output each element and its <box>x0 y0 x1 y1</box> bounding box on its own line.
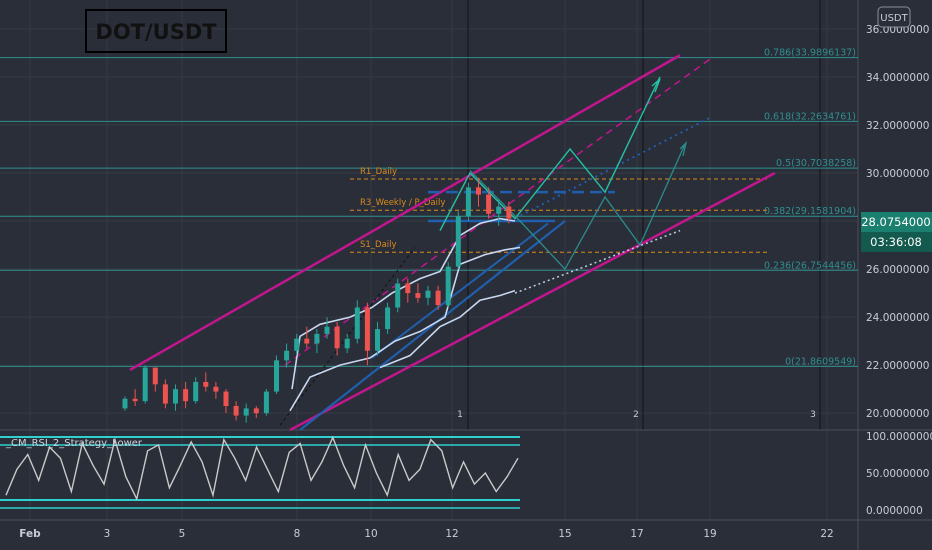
candle-body <box>142 367 148 402</box>
candle-body <box>183 389 189 402</box>
moving-average-line <box>289 246 521 412</box>
fib-level-label: 0(21.8609549) <box>785 356 856 367</box>
sr-level-label: S1_Daily <box>360 240 397 250</box>
candle-body <box>415 293 421 298</box>
price-tick-label: 34.0000000 <box>866 72 929 84</box>
candle-body <box>334 326 340 349</box>
rsi-tick-label: 100.0000000 <box>866 431 932 443</box>
candle-body <box>364 307 370 351</box>
price-tick-label: 24.0000000 <box>866 312 929 324</box>
time-tick-label: 3 <box>104 528 111 540</box>
trendline-secondary <box>371 222 549 359</box>
candle-body <box>375 329 380 351</box>
candle-body <box>152 367 158 385</box>
candle-body <box>465 187 471 217</box>
fib-level-label: 0.5(30.7038258) <box>776 158 856 169</box>
candle-body <box>496 206 502 214</box>
fib-level-label: 0.236(26.7544456) <box>764 260 856 271</box>
sr-level-label: R1_Daily <box>360 167 397 177</box>
channel-lower-line <box>289 171 776 432</box>
currency-label: USDT <box>880 13 908 24</box>
candle-body <box>385 307 391 330</box>
channel-upper-line <box>129 54 681 372</box>
candle-body <box>344 338 350 349</box>
candle-body <box>193 381 199 402</box>
candle-body <box>233 405 239 416</box>
session-marker-label: 1 <box>457 410 463 420</box>
time-tick-label: Feb <box>19 528 41 540</box>
candle-body <box>435 290 441 306</box>
candle-body <box>425 290 431 298</box>
price-tick-label: 32.0000000 <box>866 120 929 132</box>
time-tick-label: 15 <box>558 528 571 540</box>
sr-level-label: R3_Weekly / P_Daily <box>360 198 445 208</box>
support-resistance-levels: R1_Daily R3_Weekly / P_Daily S1_Daily <box>350 167 770 253</box>
time-tick-label: 19 <box>703 528 716 540</box>
price-tick-label: 22.0000000 <box>866 360 929 372</box>
symbol-title: DOT/USDT <box>95 20 217 44</box>
projection-arrow-head-alt <box>679 140 688 157</box>
fib-level-label: 0.382(29.1581904) <box>764 206 856 217</box>
candle-body <box>506 206 512 219</box>
session-marker-label: 2 <box>633 410 639 420</box>
projection-dotted-black <box>279 247 416 426</box>
indicator-title: _CM_RSI_2_Strategy_Lower <box>5 438 143 449</box>
price-tick-label: 20.0000000 <box>866 408 929 420</box>
candle-body <box>243 408 249 416</box>
rsi-indicator-pane <box>0 435 520 509</box>
current-price-tag: 28.0754000 03:36:08 <box>861 212 932 252</box>
bar-countdown: 03:36:08 <box>870 235 922 249</box>
current-price: 28.0754000 <box>861 215 931 229</box>
rsi-tick-label: 50.0000000 <box>866 468 929 480</box>
candle-body <box>284 350 290 361</box>
symbol-title-box: DOT/USDT <box>85 9 227 53</box>
candle-body <box>173 389 178 404</box>
price-tick-label: 30.0000000 <box>866 168 929 180</box>
candle-body <box>405 283 411 294</box>
candle-body <box>304 338 310 344</box>
fib-level-label: 0.618(32.2634761) <box>764 111 856 122</box>
candle-body <box>203 381 209 387</box>
time-tick-label: 5 <box>179 528 186 540</box>
candle-body <box>476 187 481 195</box>
candle-body <box>294 338 300 351</box>
time-tick-label: 8 <box>294 528 301 540</box>
projection-path-alt <box>469 143 686 271</box>
currency-button[interactable]: USDT <box>877 6 911 28</box>
fib-level-label: 0.786(33.9896137) <box>764 48 856 59</box>
candle-body <box>263 391 269 414</box>
time-tick-label: 10 <box>364 528 377 540</box>
time-tick-label: 22 <box>820 528 833 540</box>
candle-body <box>122 398 128 409</box>
candle-body <box>162 384 168 404</box>
candle-body <box>253 408 259 414</box>
fibonacci-levels: 0.786(33.9896137) 0.618(32.2634761) 0.5(30… <box>0 48 858 367</box>
time-tick-label: 12 <box>445 528 458 540</box>
candle-body <box>213 386 219 392</box>
trendline-primary <box>299 220 566 431</box>
time-tick-label: 17 <box>630 528 643 540</box>
moving-average-line <box>379 289 516 369</box>
rsi-line <box>5 435 519 501</box>
projection-arrow-head <box>651 78 661 93</box>
candle-body <box>314 333 320 344</box>
candle-body <box>223 391 229 406</box>
candle-body <box>274 360 279 392</box>
candle-body <box>486 194 492 214</box>
candle-body <box>132 398 138 402</box>
candlestick-series <box>122 177 512 423</box>
projection-path-bullish <box>439 76 661 231</box>
session-marker-label: 3 <box>810 410 816 420</box>
projection-dotted-blue <box>509 116 711 222</box>
candle-body <box>445 266 451 306</box>
candle-body <box>354 307 360 339</box>
rsi-tick-label: 0.0000000 <box>866 505 923 517</box>
candle-body <box>455 216 461 267</box>
candle-body <box>324 326 330 334</box>
price-tick-label: 26.0000000 <box>866 264 929 276</box>
candle-body <box>395 283 401 308</box>
